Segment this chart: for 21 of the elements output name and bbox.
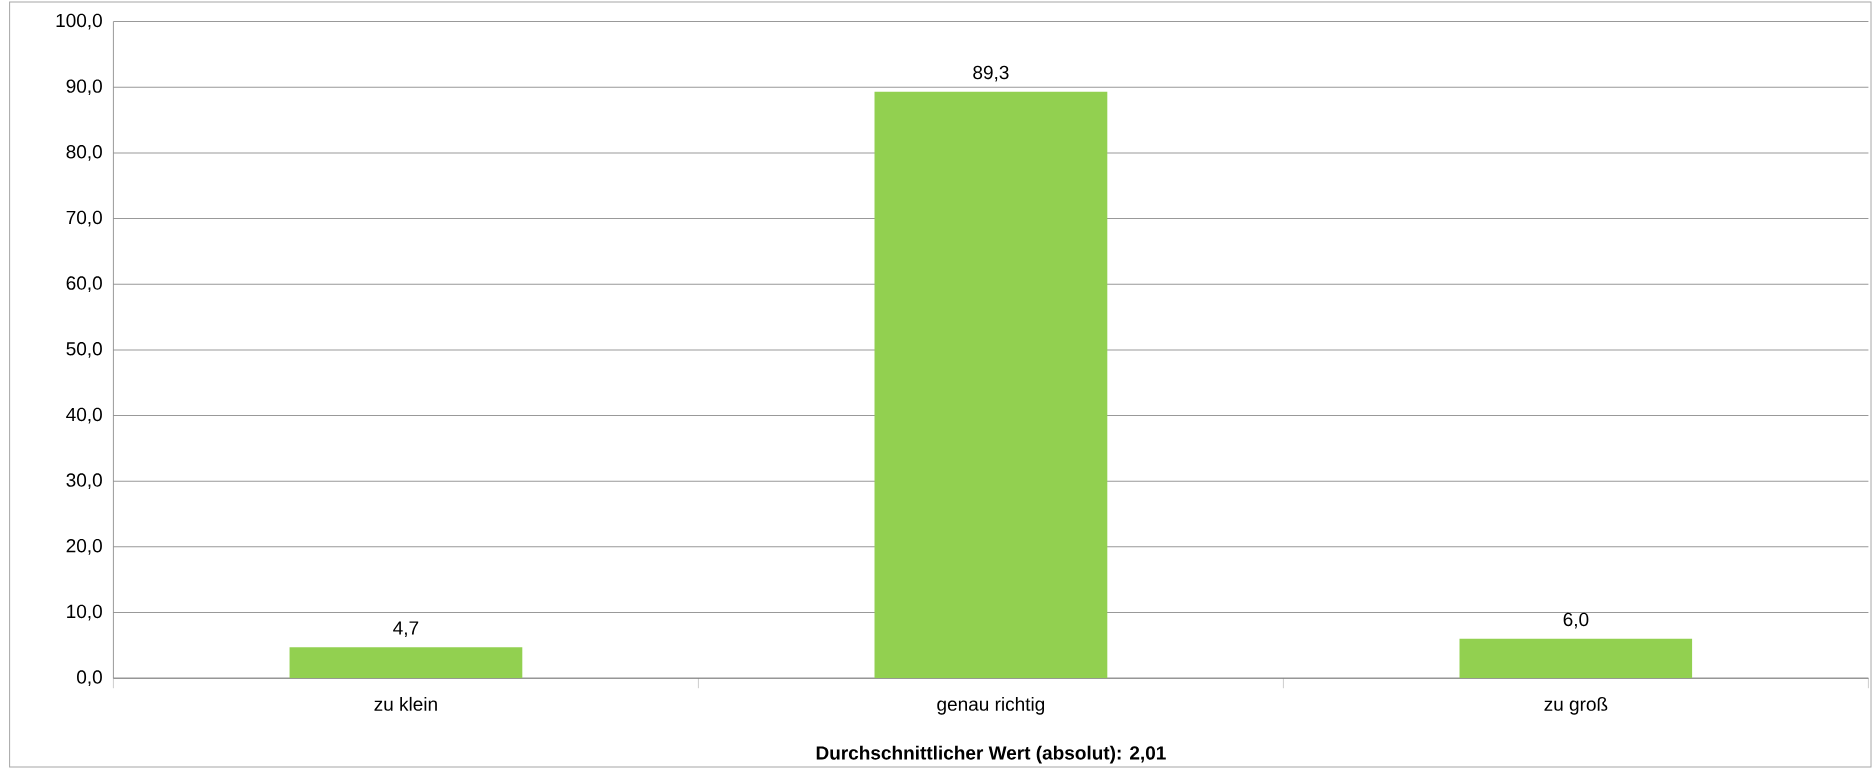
y-tick-label: 50,0 [66, 342, 102, 358]
data-label: 89,3 [973, 65, 1009, 82]
data-label: 6,0 [1563, 612, 1589, 629]
data-label: 4,7 [393, 621, 419, 637]
y-tick-label: 80,0 [66, 145, 102, 161]
y-tick-label: 10,0 [67, 604, 102, 621]
y-tick-label: 30,0 [66, 473, 102, 490]
x-tick-label: zu groß [1544, 696, 1608, 715]
x-axis-title: Durchschnittlicher Wert (absolut): 2,01 [816, 745, 1166, 764]
bar [874, 91, 1108, 679]
y-tick-label: 70,0 [66, 210, 102, 227]
x-tick-label: zu klein [374, 696, 437, 711]
y-tick-label: 90,0 [66, 79, 102, 96]
y-tick-label: 60,0 [66, 276, 102, 293]
y-tick-label: 40,0 [66, 407, 102, 424]
bar [289, 647, 523, 679]
y-tick-label: 100,0 [56, 13, 102, 30]
y-tick-label: 0,0 [77, 670, 102, 687]
bar [1459, 638, 1693, 679]
y-tick-label: 20,0 [66, 539, 102, 555]
x-tick-label: genau richtig [937, 696, 1045, 715]
